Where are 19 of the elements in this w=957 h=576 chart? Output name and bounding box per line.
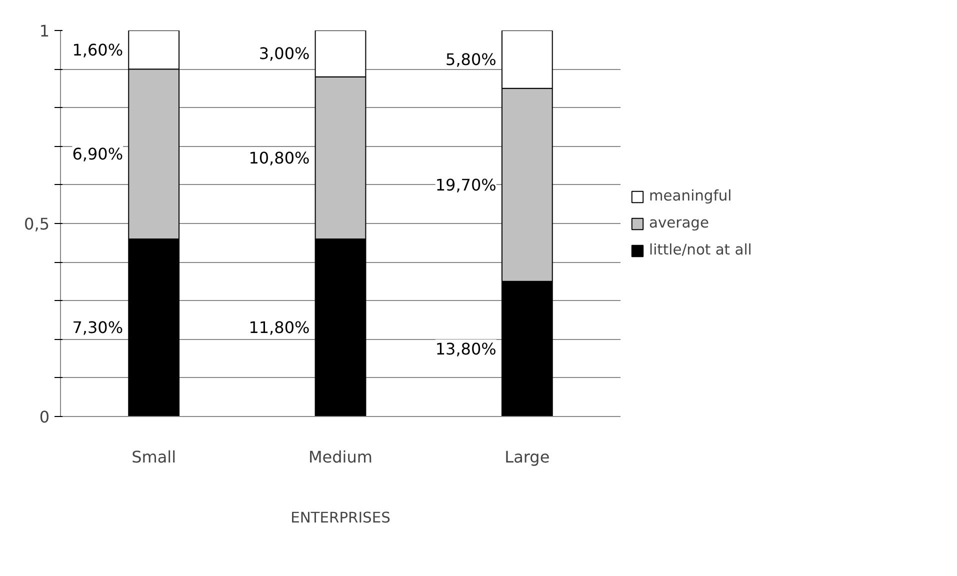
y-tick-label: 0 bbox=[39, 408, 50, 426]
annotation: 7,30% bbox=[72, 318, 124, 338]
x-tick-label: Small bbox=[132, 448, 176, 466]
annotation: 19,70% bbox=[435, 175, 496, 194]
x-tick-label: Large bbox=[504, 448, 550, 466]
y-tick-label: 0,5 bbox=[24, 214, 50, 234]
annotation: 10,80% bbox=[248, 148, 310, 168]
annotation: 13,80% bbox=[435, 339, 496, 358]
annotation: 6,90% bbox=[72, 144, 124, 164]
annotation: 11,80% bbox=[248, 318, 310, 338]
annotation: 5,80% bbox=[446, 50, 496, 69]
legend-label: meaningful bbox=[649, 188, 732, 204]
x-tick-label: Medium bbox=[308, 448, 372, 466]
legend-label: average bbox=[649, 214, 709, 232]
legend-label: little/not at all bbox=[649, 242, 752, 258]
x-axis-title: ENTERPRISES bbox=[290, 510, 390, 526]
annotation: 1,60% bbox=[72, 40, 124, 60]
annotation: 3,00% bbox=[258, 44, 310, 64]
y-tick-label: 1 bbox=[39, 22, 50, 40]
